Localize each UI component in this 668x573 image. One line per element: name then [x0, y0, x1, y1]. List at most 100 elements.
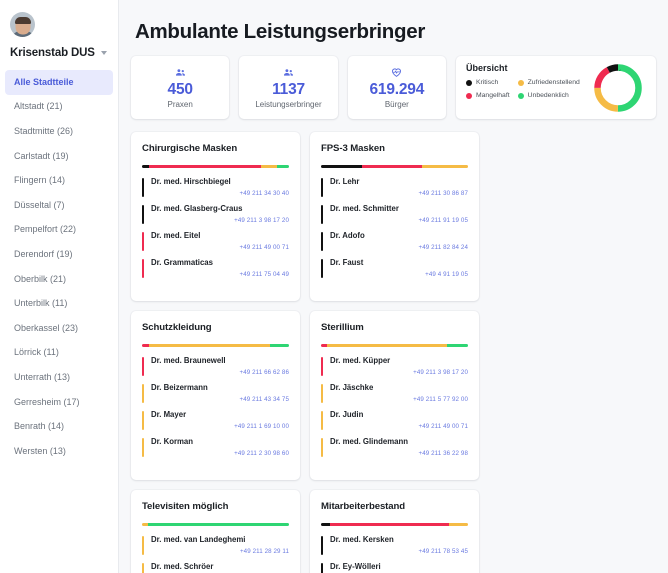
sidebar-item-unterbilk-11[interactable]: Unterbilk (11)	[14, 298, 68, 309]
provider-card-title: Chirurgische Masken	[142, 143, 238, 154]
progress-segment	[321, 523, 330, 526]
sidebar-item-l-rrick-11[interactable]: Lörrick (11)	[14, 347, 59, 358]
progress-segment	[321, 344, 327, 347]
list-item[interactable]: Dr. Faust +49 4 91 19 05	[321, 257, 468, 279]
provider-card-sterillium: Sterillium Dr. med. Küpper +49 211 3 98 17…	[310, 311, 479, 480]
list-item[interactable]: Dr. med. Hirschbiegel +49 211 34 30 40	[142, 177, 289, 198]
provider-phone[interactable]: +49 211 1 69 10 00	[234, 423, 289, 431]
avatar[interactable]	[10, 12, 35, 37]
list-item[interactable]: Dr. Jäschke +49 211 5 77 92 00	[321, 383, 468, 404]
sidebar-item-wersten-13[interactable]: Wersten (13)	[14, 445, 66, 456]
sidebar-item-benrath-14[interactable]: Benrath (14)	[14, 421, 65, 432]
list-item[interactable]: Dr. Ey-Wölleri+49 211 50 66 65-0	[321, 562, 468, 573]
stat-row: 450 Praxen 1137 Leistungserbringer 619.294 Bü…	[131, 56, 656, 119]
list-item-body: Dr. med. Hirschbiegel +49 211 34 30 40	[151, 177, 289, 198]
list-item[interactable]: Dr. Korman +49 211 2 30 98 60	[142, 436, 289, 458]
sidebar-item-pempelfort-22[interactable]: Pempelfort (22)	[14, 224, 77, 235]
provider-phone[interactable]: +49 211 36 22 98	[418, 450, 468, 458]
provider-phone[interactable]: +49 211 28 29 11	[239, 548, 289, 556]
list-item-body: Dr. med. Glindemann +49 211 36 22 98	[330, 437, 468, 458]
sidebar-item-oberbilk-21[interactable]: Oberbilk (21)	[14, 273, 67, 284]
sidebar-item-d-sseltal-7[interactable]: Düsseltal (7)	[14, 199, 65, 210]
list-item[interactable]: Dr. med. Küpper +49 211 3 98 17 20	[321, 355, 468, 377]
org-switcher[interactable]: Krisenstab DUS	[0, 37, 118, 70]
provider-phone[interactable]: +49 211 91 19 05	[418, 217, 468, 225]
progress-segment	[422, 165, 468, 168]
provider-phone[interactable]: +49 211 3 98 17 20	[234, 217, 289, 225]
provider-phone[interactable]: +49 211 34 30 40	[239, 190, 289, 198]
legend-dot-mangelhaft	[465, 92, 472, 99]
list-item[interactable]: Dr. med. Eitel +49 211 49 00 71	[142, 231, 289, 252]
provider-phone[interactable]: +49 211 49 00 71	[239, 244, 289, 252]
provider-name: Dr. med. Braunewell	[151, 355, 226, 365]
list-item-body: Dr. med. Kersken +49 211 78 53 45	[330, 535, 468, 556]
provider-card-title: Sterillium	[321, 322, 364, 333]
list-item[interactable]: Dr. Mayer +49 211 1 69 10 00	[142, 410, 289, 431]
legend-label: Zufriedenstellend	[527, 79, 580, 86]
sidebar-item-unterrath-13[interactable]: Unterrath (13)	[14, 371, 71, 382]
list-item[interactable]: Dr. Grammaticas +49 211 75 04 49	[142, 258, 289, 279]
sidebar-item-flingern-14[interactable]: Flingern (14)	[14, 175, 66, 186]
status-indicator	[321, 258, 323, 279]
provider-phone[interactable]: +49 211 75 04 49	[239, 271, 289, 279]
status-indicator	[321, 356, 323, 377]
provider-name: Dr. med. van Landeghemi	[151, 534, 246, 544]
status-indicator	[142, 535, 144, 556]
provider-name: Dr. med. Küpper	[330, 355, 391, 365]
progress-segment	[362, 165, 423, 168]
list-item[interactable]: Dr. Judin +49 211 49 00 71	[321, 410, 468, 431]
list-item-body: Dr. med. Schmitter +49 211 91 19 05	[330, 204, 468, 225]
list-item[interactable]: Dr. med. van Landeghemi +49 211 28 29 11	[142, 534, 289, 556]
progress-segment	[448, 523, 468, 526]
donut-segment-kritisch	[594, 64, 642, 112]
stat-label: Bürger	[384, 99, 409, 109]
provider-phone[interactable]: +49 211 3 98 17 20	[413, 369, 468, 377]
list-item[interactable]: Dr. Beizermann +49 211 43 34 75	[142, 383, 289, 404]
provider-phone[interactable]: +49 211 30 86 87	[418, 190, 468, 198]
sidebar-item-stadtmitte-26[interactable]: Stadtmitte (26)	[14, 125, 74, 136]
provider-phone[interactable]: +49 211 78 53 45	[418, 548, 468, 556]
sidebar-item-alle-stadtteile[interactable]: Alle Stadtteile	[5, 70, 113, 95]
list-item[interactable]: Dr. med. Glasberg-Craus +49 211 3 98 17 2…	[142, 204, 289, 225]
list-item[interactable]: Dr. med. Schröer+49 211 50 66 80-0	[142, 562, 289, 573]
provider-phone[interactable]: +49 211 82 84 24	[418, 244, 468, 252]
progress-segment	[269, 344, 289, 347]
avatar-wrap	[0, 10, 118, 37]
legend-label: Unbedenklich	[527, 92, 569, 99]
provider-card-grid: Chirurgische Masken Dr. med. Hirschbiegel…	[131, 132, 656, 573]
provider-name: Dr. Faust	[330, 257, 364, 267]
sidebar-item-gerresheim-17[interactable]: Gerresheim (17)	[14, 396, 80, 407]
sidebar-item-derendorf-19[interactable]: Derendorf (19)	[14, 248, 73, 259]
list-item[interactable]: Dr. Adofo +49 211 82 84 24	[321, 231, 468, 252]
provider-phone[interactable]: +49 211 49 00 71	[418, 423, 468, 431]
provider-card-title: FPS-3 Masken	[321, 143, 385, 154]
stat-card-praxen: 450 Praxen	[131, 56, 230, 119]
provider-phone[interactable]: +49 4 91 19 05	[425, 271, 468, 279]
list-item[interactable]: Dr. Lehr +49 211 30 86 87	[321, 176, 468, 198]
sidebar-item-carlstadt-19[interactable]: Carlstadt (19)	[14, 150, 69, 161]
status-indicator	[142, 258, 144, 279]
list-item[interactable]: Dr. med. Braunewell +49 211 66 62 86	[142, 355, 289, 377]
provider-phone[interactable]: +49 211 5 77 92 00	[413, 396, 468, 404]
sidebar-item-altstadt-21[interactable]: Altstadt (21)	[14, 101, 63, 112]
list-item-body: Dr. Faust +49 4 91 19 05	[330, 257, 468, 279]
provider-name: Dr. Korman	[151, 436, 194, 446]
list-item[interactable]: Dr. med. Kersken +49 211 78 53 45	[321, 535, 468, 556]
list-item[interactable]: Dr. med. Schmitter +49 211 91 19 05	[321, 204, 468, 225]
status-indicator	[321, 410, 323, 431]
status-indicator	[321, 535, 323, 556]
heart-pulse-icon	[391, 67, 402, 78]
provider-phone[interactable]: +49 211 2 30 98 60	[234, 450, 289, 458]
provider-phone[interactable]: +49 211 43 34 75	[239, 396, 289, 404]
list-item-body: Dr. Adofo +49 211 82 84 24	[330, 231, 468, 252]
sidebar-item-oberkassel-23[interactable]: Oberkassel (23)	[14, 322, 79, 333]
stat-value: 619.294	[369, 80, 425, 98]
provider-name: Dr. Lehr	[330, 176, 360, 186]
progress-segment	[326, 344, 448, 347]
progress-segment	[147, 523, 289, 526]
provider-phone[interactable]: +49 211 66 62 86	[239, 369, 289, 377]
avatar-hair	[14, 17, 31, 24]
provider-list: Dr. med. Küpper +49 211 3 98 17 20 Dr. Jäs…	[321, 355, 468, 458]
list-item-body: Dr. Korman +49 211 2 30 98 60	[151, 436, 289, 458]
list-item[interactable]: Dr. med. Glindemann +49 211 36 22 98	[321, 437, 468, 458]
